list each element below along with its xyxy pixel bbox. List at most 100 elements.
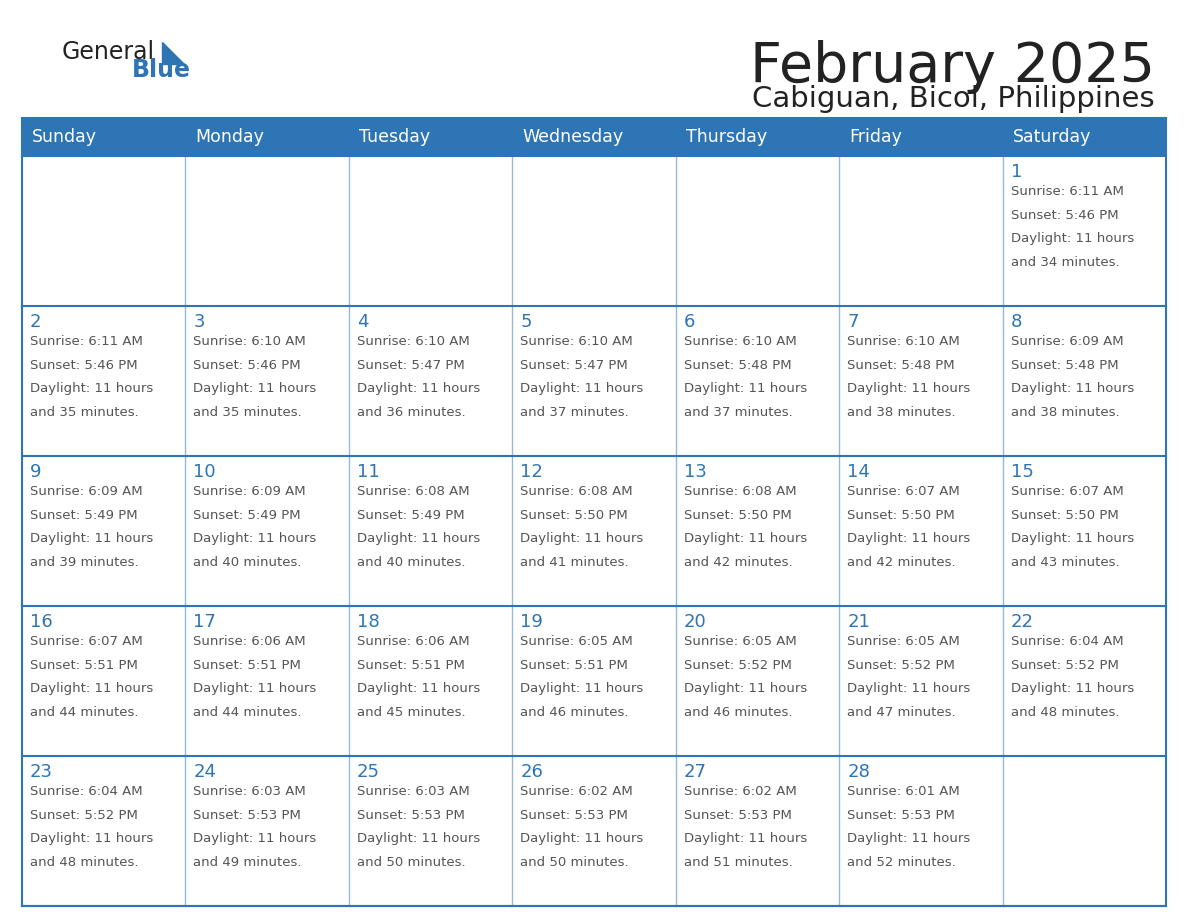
Text: 3: 3 (194, 313, 204, 331)
Text: Sunrise: 6:08 AM: Sunrise: 6:08 AM (356, 485, 469, 498)
Text: Sunset: 5:49 PM: Sunset: 5:49 PM (30, 509, 138, 521)
Text: Sunset: 5:49 PM: Sunset: 5:49 PM (356, 509, 465, 521)
Text: 26: 26 (520, 763, 543, 781)
Text: Daylight: 11 hours: Daylight: 11 hours (194, 682, 317, 696)
Bar (23, 118, 1165, 156)
Text: Sunrise: 6:07 AM: Sunrise: 6:07 AM (1011, 485, 1124, 498)
Text: 20: 20 (684, 613, 707, 631)
Text: Sunrise: 6:09 AM: Sunrise: 6:09 AM (30, 485, 143, 498)
Text: Daylight: 11 hours: Daylight: 11 hours (30, 833, 153, 845)
Text: Blue: Blue (132, 58, 191, 82)
Text: 14: 14 (847, 463, 870, 481)
Text: General: General (62, 40, 156, 64)
Text: Sunrise: 6:09 AM: Sunrise: 6:09 AM (194, 485, 307, 498)
Text: and 41 minutes.: and 41 minutes. (520, 556, 628, 569)
Text: and 43 minutes.: and 43 minutes. (1011, 556, 1119, 569)
Text: Sunset: 5:53 PM: Sunset: 5:53 PM (194, 809, 302, 822)
Text: and 40 minutes.: and 40 minutes. (194, 556, 302, 569)
Text: Cabiguan, Bicol, Philippines: Cabiguan, Bicol, Philippines (752, 85, 1155, 113)
Text: 2: 2 (30, 313, 42, 331)
Text: Sunrise: 6:07 AM: Sunrise: 6:07 AM (30, 635, 143, 648)
Text: Sunrise: 6:05 AM: Sunrise: 6:05 AM (847, 635, 960, 648)
Text: 5: 5 (520, 313, 532, 331)
Text: and 45 minutes.: and 45 minutes. (356, 706, 466, 719)
Text: Saturday: Saturday (1012, 128, 1091, 146)
Text: Sunrise: 6:03 AM: Sunrise: 6:03 AM (356, 785, 469, 798)
Text: Sunset: 5:51 PM: Sunset: 5:51 PM (520, 659, 628, 672)
Text: Daylight: 11 hours: Daylight: 11 hours (356, 833, 480, 845)
Text: Sunrise: 6:10 AM: Sunrise: 6:10 AM (356, 335, 469, 348)
Text: and 48 minutes.: and 48 minutes. (30, 856, 139, 869)
Text: Daylight: 11 hours: Daylight: 11 hours (520, 833, 644, 845)
Text: 9: 9 (30, 463, 42, 481)
Text: 18: 18 (356, 613, 380, 631)
Text: Sunrise: 6:11 AM: Sunrise: 6:11 AM (30, 335, 143, 348)
Text: Sunset: 5:53 PM: Sunset: 5:53 PM (520, 809, 628, 822)
Text: 24: 24 (194, 763, 216, 781)
Bar (23, 118, 1165, 906)
Text: Thursday: Thursday (685, 128, 766, 146)
Text: Sunrise: 6:10 AM: Sunrise: 6:10 AM (194, 335, 307, 348)
Text: Daylight: 11 hours: Daylight: 11 hours (684, 682, 807, 696)
Text: Daylight: 11 hours: Daylight: 11 hours (847, 383, 971, 396)
Text: Sunrise: 6:02 AM: Sunrise: 6:02 AM (520, 785, 633, 798)
Text: Daylight: 11 hours: Daylight: 11 hours (356, 383, 480, 396)
Text: Daylight: 11 hours: Daylight: 11 hours (30, 532, 153, 545)
Text: Daylight: 11 hours: Daylight: 11 hours (1011, 682, 1133, 696)
Text: Sunrise: 6:05 AM: Sunrise: 6:05 AM (520, 635, 633, 648)
Text: Sunrise: 6:11 AM: Sunrise: 6:11 AM (1011, 185, 1124, 198)
Text: and 50 minutes.: and 50 minutes. (520, 856, 628, 869)
Text: and 37 minutes.: and 37 minutes. (684, 406, 792, 420)
Text: 4: 4 (356, 313, 368, 331)
Text: Sunrise: 6:06 AM: Sunrise: 6:06 AM (194, 635, 307, 648)
Text: and 38 minutes.: and 38 minutes. (1011, 406, 1119, 420)
Text: Sunrise: 6:08 AM: Sunrise: 6:08 AM (684, 485, 796, 498)
Text: Daylight: 11 hours: Daylight: 11 hours (356, 532, 480, 545)
Text: Sunset: 5:50 PM: Sunset: 5:50 PM (1011, 509, 1118, 521)
Text: 28: 28 (847, 763, 870, 781)
Text: Sunset: 5:50 PM: Sunset: 5:50 PM (684, 509, 791, 521)
Text: 7: 7 (847, 313, 859, 331)
Text: Sunset: 5:52 PM: Sunset: 5:52 PM (1011, 659, 1118, 672)
Text: and 46 minutes.: and 46 minutes. (684, 706, 792, 719)
Text: Daylight: 11 hours: Daylight: 11 hours (30, 682, 153, 696)
Text: Sunset: 5:52 PM: Sunset: 5:52 PM (30, 809, 138, 822)
Text: Sunset: 5:52 PM: Sunset: 5:52 PM (847, 659, 955, 672)
Text: Sunset: 5:46 PM: Sunset: 5:46 PM (30, 359, 138, 372)
Text: Sunset: 5:47 PM: Sunset: 5:47 PM (520, 359, 628, 372)
Text: Daylight: 11 hours: Daylight: 11 hours (1011, 532, 1133, 545)
Text: Sunday: Sunday (32, 128, 97, 146)
Text: 21: 21 (847, 613, 870, 631)
Text: 22: 22 (1011, 613, 1034, 631)
Text: and 38 minutes.: and 38 minutes. (847, 406, 956, 420)
Text: 10: 10 (194, 463, 216, 481)
Text: and 44 minutes.: and 44 minutes. (194, 706, 302, 719)
Text: Sunset: 5:49 PM: Sunset: 5:49 PM (194, 509, 301, 521)
Text: 15: 15 (1011, 463, 1034, 481)
Text: and 50 minutes.: and 50 minutes. (356, 856, 466, 869)
Text: 8: 8 (1011, 313, 1022, 331)
Text: Daylight: 11 hours: Daylight: 11 hours (847, 833, 971, 845)
Text: Sunrise: 6:09 AM: Sunrise: 6:09 AM (1011, 335, 1123, 348)
Text: and 36 minutes.: and 36 minutes. (356, 406, 466, 420)
Text: Sunset: 5:53 PM: Sunset: 5:53 PM (847, 809, 955, 822)
Text: Sunrise: 6:04 AM: Sunrise: 6:04 AM (1011, 635, 1123, 648)
Text: 11: 11 (356, 463, 380, 481)
Text: Sunset: 5:47 PM: Sunset: 5:47 PM (356, 359, 465, 372)
Text: Sunrise: 6:10 AM: Sunrise: 6:10 AM (847, 335, 960, 348)
Text: Daylight: 11 hours: Daylight: 11 hours (194, 383, 317, 396)
Text: Sunrise: 6:05 AM: Sunrise: 6:05 AM (684, 635, 796, 648)
Text: 12: 12 (520, 463, 543, 481)
Text: and 44 minutes.: and 44 minutes. (30, 706, 139, 719)
Text: Daylight: 11 hours: Daylight: 11 hours (30, 383, 153, 396)
Text: Sunset: 5:50 PM: Sunset: 5:50 PM (847, 509, 955, 521)
Text: 19: 19 (520, 613, 543, 631)
Text: Sunset: 5:48 PM: Sunset: 5:48 PM (684, 359, 791, 372)
Text: Daylight: 11 hours: Daylight: 11 hours (520, 532, 644, 545)
Text: Daylight: 11 hours: Daylight: 11 hours (194, 532, 317, 545)
Text: Daylight: 11 hours: Daylight: 11 hours (684, 833, 807, 845)
Text: Daylight: 11 hours: Daylight: 11 hours (847, 532, 971, 545)
Text: and 42 minutes.: and 42 minutes. (847, 556, 956, 569)
Text: Monday: Monday (196, 128, 264, 146)
Text: Sunrise: 6:03 AM: Sunrise: 6:03 AM (194, 785, 307, 798)
